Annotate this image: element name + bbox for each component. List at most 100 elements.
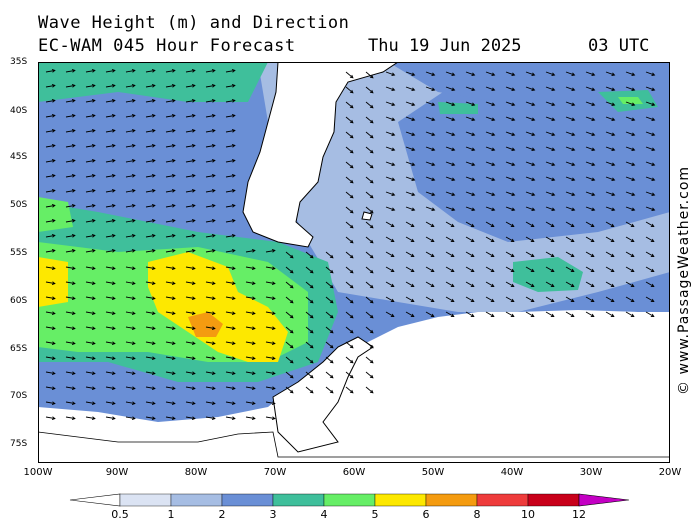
wave-arrow [165, 296, 175, 300]
wave-arrow [585, 221, 595, 227]
wave-arrow [165, 341, 175, 345]
wave-arrow [565, 176, 575, 181]
wave-direction-arrows [45, 69, 656, 420]
wave-arrow-head [111, 356, 116, 360]
wave-arrow-head [510, 283, 515, 287]
wave-arrow-head [211, 219, 216, 223]
wave-arrow-head [410, 298, 415, 302]
wave-arrow-head [251, 401, 256, 405]
wave-arrow-head [349, 239, 354, 244]
wave-arrow [345, 236, 354, 244]
wave-arrow-head [391, 132, 396, 136]
wave-arrow-head [251, 249, 256, 253]
wave-arrow-head [551, 72, 556, 76]
wave-arrow [585, 296, 595, 302]
wave-arrow-head [511, 162, 516, 166]
wave-arrow [425, 101, 435, 106]
wave-arrow [545, 266, 555, 272]
wave-arrow [85, 356, 95, 360]
wave-arrow-head [349, 329, 354, 334]
wave-arrow-head [510, 268, 515, 272]
wave-arrow-head [211, 386, 216, 390]
wave-arrow-head [131, 356, 136, 360]
lat-label-35s: 35S [10, 57, 28, 67]
wave-arrow [85, 129, 95, 133]
wave-arrow [265, 386, 275, 390]
wave-arrow-head [231, 159, 236, 163]
wave-arrow-head [271, 356, 276, 360]
wave-arrow-head [471, 162, 476, 166]
wave-arrow [185, 371, 195, 375]
wave-arrow [525, 86, 535, 91]
wave-arrow [65, 189, 75, 193]
wave-arrow-head [369, 239, 374, 244]
wave-arrow-head [369, 284, 374, 289]
wave-arrow-head [151, 281, 156, 285]
wave-arrow-head [251, 266, 256, 270]
wave-arrow [445, 191, 455, 196]
colorbar-label-8: 8 [473, 508, 481, 521]
wave-arrow-head [490, 238, 495, 242]
wave-arrow [565, 206, 575, 211]
wave-arrow [585, 86, 595, 91]
wave-arrow-head [430, 298, 435, 302]
wave-arrow [285, 356, 294, 364]
wave-arrow [585, 281, 595, 287]
wave-arrow-head [111, 296, 116, 300]
wave-arrow-head [191, 84, 196, 88]
wave-arrow [445, 176, 455, 181]
wave-arrow-head [131, 416, 136, 420]
wave-arrow [225, 219, 235, 223]
wave-arrow [345, 176, 354, 184]
wave-arrow [45, 114, 55, 118]
wave-arrow [425, 311, 435, 317]
wave-arrow [445, 236, 455, 242]
wave-arrow-head [211, 401, 216, 405]
wave-arrow-head [591, 87, 596, 91]
model-forecast-label: EC-WAM 045 Hour Forecast [38, 36, 296, 56]
wave-arrow-head [151, 371, 156, 375]
wave-arrow-head [71, 386, 76, 390]
wave-arrow [625, 281, 635, 287]
wave-arrow [345, 221, 354, 229]
wave-arrow-head [451, 177, 456, 181]
wave-height-map [38, 62, 670, 463]
wave-arrow [465, 296, 475, 302]
wave-arrow [85, 249, 95, 253]
wave-arrow-head [450, 298, 455, 302]
wave-arrow [605, 116, 615, 121]
wave-arrow-head [211, 114, 216, 118]
wave-arrow-head [111, 341, 116, 345]
wave-arrow-head [329, 254, 334, 259]
wave-arrow [105, 159, 115, 163]
wave-arrow [65, 69, 75, 73]
wave-arrow [545, 236, 555, 242]
wave-arrow-head [349, 209, 354, 214]
wave-arrow-head [131, 204, 136, 208]
wave-arrow [465, 161, 475, 166]
wave-arrow-head [51, 219, 56, 223]
wave-arrow [485, 161, 495, 166]
wave-arrow-head [51, 281, 56, 285]
wave-arrow-head [491, 162, 496, 166]
wave-arrow [125, 114, 135, 118]
wave-arrow [505, 71, 515, 76]
wave-arrow-head [391, 102, 396, 106]
wave-arrow [545, 101, 555, 106]
wave-arrow-head [151, 159, 156, 163]
wave-arrow-head [530, 313, 535, 317]
wave-arrow-head [349, 269, 354, 274]
wave-arrow-head [571, 207, 576, 211]
wave-arrow [225, 371, 235, 375]
wave-arrow-head [289, 359, 294, 364]
wave-arrow-head [191, 326, 196, 330]
wave-arrow-head [231, 249, 236, 253]
wave-arrow [545, 146, 555, 151]
wave-arrow [625, 101, 635, 106]
watermark-text: © www.PassageWeather.com [676, 165, 692, 395]
wave-arrow [545, 86, 555, 91]
wave-arrow-head [431, 117, 436, 121]
wave-arrow-head [590, 223, 595, 227]
wave-arrow-head [191, 356, 196, 360]
wave-arrow [385, 86, 395, 91]
